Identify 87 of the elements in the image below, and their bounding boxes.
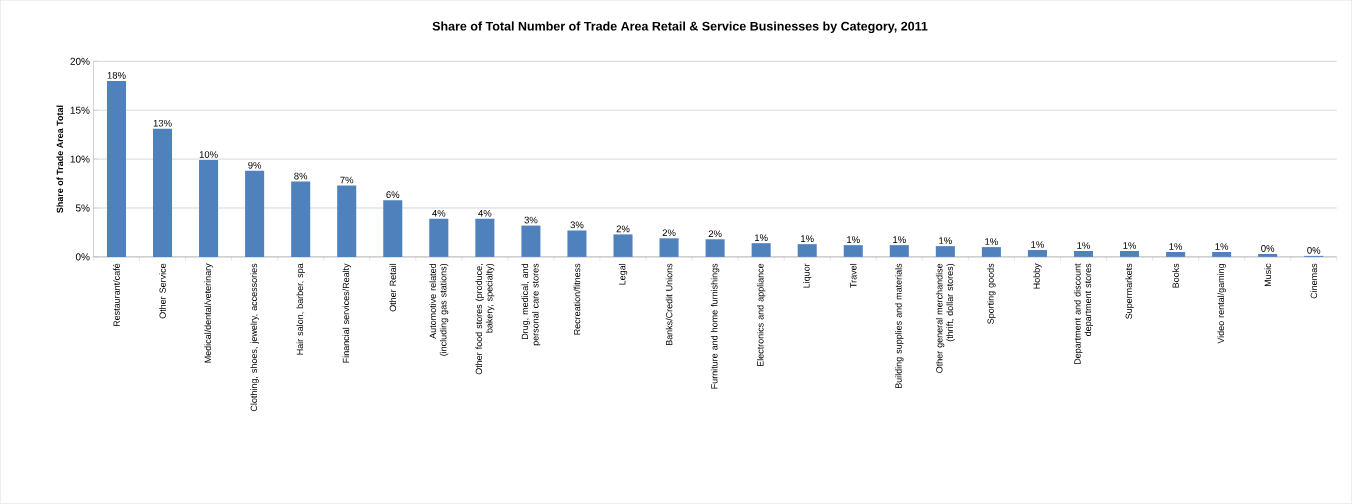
data-label: 4% [432,210,446,217]
data-label: 1% [801,235,814,243]
x-tick-label: Electronics and appliance [756,263,766,367]
y-tick-label: 5% [75,204,90,212]
bar [153,128,173,257]
bar [567,230,587,257]
bar [337,185,357,257]
data-label: 0% [1307,247,1321,254]
data-label: 1% [755,234,768,242]
data-label: 8% [294,172,308,180]
chart-title: Share of Total Number of Trade Area Retail & Service Businesses by Category, 2011 [432,21,928,34]
x-tick-label: Books [1172,263,1179,288]
data-label: 1% [1077,242,1091,249]
bar [106,81,127,257]
y-tick-label: 10% [70,155,90,163]
data-label: 3% [570,221,584,229]
bar [199,160,219,257]
data-label: 1% [985,238,998,246]
bar [521,225,541,257]
bar [613,234,633,257]
data-label: 6% [386,191,400,199]
y-axis-title: Share of Trade Area Total [56,105,64,214]
bar [1258,254,1278,257]
x-tick-label: Restaurant/café [113,263,120,327]
data-label: 1% [847,236,860,244]
x-tick-label: Automotive related (including gas stations) [429,264,449,356]
x-tick-label: Drug, medical, and personal care stores [521,263,541,346]
bar [1166,252,1186,257]
bar [705,239,725,257]
data-label: 3% [524,216,538,224]
bar [245,170,265,257]
data-label: 10% [199,151,218,159]
bar [935,246,955,257]
x-tick-label: Legal [618,264,628,285]
y-tick-label: 15% [70,106,90,114]
x-tick-label: Other Retail [389,264,397,312]
data-label: 13% [153,120,172,127]
x-tick-label: Recreation/fitness [573,263,581,335]
x-tick-label: Other Service [159,263,166,319]
x-tick-label: Video rental/gaming [1217,264,1226,344]
data-label: 18% [107,72,126,79]
data-label: 0% [1261,245,1275,252]
bar [1120,251,1140,257]
bar [1027,250,1047,257]
x-tick-label: Banks/Credit Unions [665,263,673,346]
y-tick-label: 20% [70,57,90,66]
bar [659,238,679,257]
data-label: 2% [616,225,630,233]
data-label: 1% [1169,243,1183,250]
bar [981,247,1001,257]
x-tick-label: Financial services/Realty [342,263,351,363]
data-label: 1% [893,236,906,244]
data-label: 1% [1031,241,1044,248]
bar [383,200,403,257]
x-tick-label: Cinemas [1310,263,1318,299]
x-tick-label: Supermarkets [1125,263,1134,320]
data-label: 2% [662,229,676,237]
x-tick-label: Medical/dental/veterinary [204,263,213,363]
bar [1073,251,1094,257]
data-label: 1% [1215,243,1229,250]
data-label: 1% [939,237,952,245]
bar [291,181,311,257]
bar [889,245,909,257]
bar [475,218,495,257]
x-tick-label: Clothing, shoes, jewelry, accessories [250,263,259,412]
x-tick-label: Furniture and home furnishings [710,263,720,389]
data-label: 4% [478,210,492,217]
x-tick-label: Hair salon, barber, spa [296,263,305,355]
y-tick-label: 0% [75,253,90,261]
bar [843,245,863,257]
x-tick-label: Liquor [803,263,812,288]
x-tick-label: Hobby [1033,263,1042,289]
x-tick-label: Travel [849,264,857,288]
bar [751,243,771,257]
bar [1212,252,1232,257]
data-label: 7% [340,176,354,184]
x-tick-label: Department and discount department stores [1074,263,1093,365]
x-tick-label: Building supplies and materials [895,263,904,389]
data-label: 1% [1123,242,1137,249]
bar [429,218,449,257]
x-tick-label: Other food stores (produce, bakery, specialty) [475,264,495,375]
data-label: 2% [708,230,722,238]
bar [797,244,817,257]
data-label: 9% [248,162,262,169]
x-tick-label: Other general merchandise (thrift, dollar stores) [935,263,955,373]
x-tick-label: Music [1264,263,1271,287]
x-tick-label: Sporting goods [987,263,996,325]
